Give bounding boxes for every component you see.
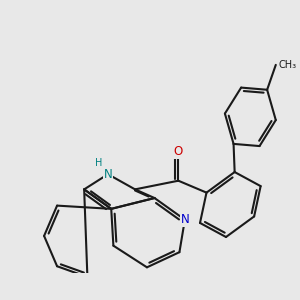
Text: CH₃: CH₃: [278, 60, 296, 70]
Text: N: N: [103, 168, 112, 181]
Text: H: H: [95, 158, 102, 168]
Text: O: O: [174, 145, 183, 158]
Text: N: N: [181, 213, 189, 226]
